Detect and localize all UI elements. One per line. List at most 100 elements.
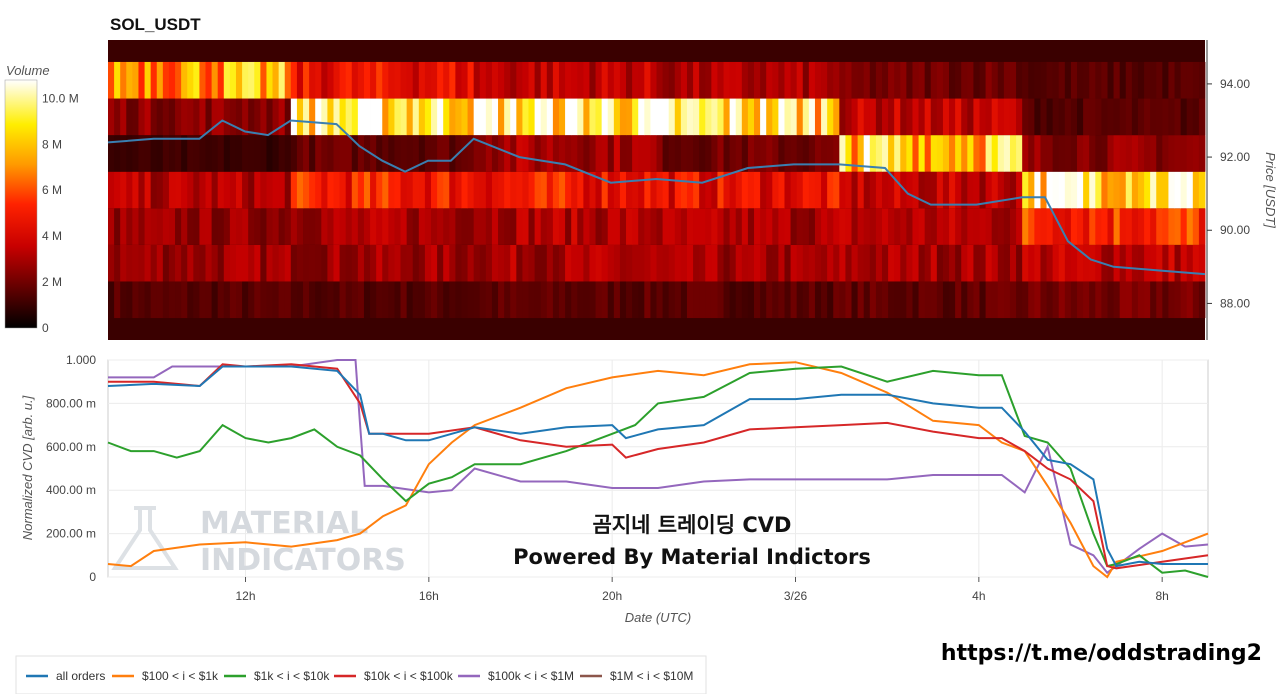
heatmap-cell bbox=[1180, 208, 1188, 245]
heatmap-cell bbox=[516, 135, 523, 172]
heatmap-cell bbox=[1198, 281, 1206, 319]
heatmap-cell bbox=[656, 171, 663, 209]
heatmap-cell bbox=[741, 135, 749, 172]
heatmap-cell bbox=[363, 171, 371, 209]
heatmap-cell bbox=[1022, 244, 1029, 282]
heatmap-cell bbox=[510, 281, 517, 319]
cvd-y-tick-label: 1.000 bbox=[66, 353, 96, 367]
heatmap-cell bbox=[1198, 61, 1206, 99]
heatmap-cell bbox=[144, 61, 152, 99]
heatmap-cell bbox=[229, 171, 237, 209]
heatmap-cell bbox=[296, 208, 304, 245]
heatmap-cell bbox=[900, 281, 907, 319]
heatmap-cell bbox=[242, 208, 249, 245]
heatmap-cell bbox=[126, 208, 133, 245]
heatmap-cell bbox=[193, 135, 200, 172]
heatmap-cell bbox=[1119, 98, 1127, 136]
heatmap-cell bbox=[662, 61, 670, 99]
heatmap-cell bbox=[1125, 135, 1133, 172]
heatmap-cell bbox=[242, 171, 249, 209]
heatmap-cell bbox=[345, 244, 353, 282]
heatmap-cell bbox=[1137, 98, 1145, 136]
heatmap-cell bbox=[1137, 281, 1145, 319]
heatmap-cell bbox=[674, 61, 682, 99]
heatmap-cell bbox=[723, 244, 731, 282]
heatmap-cell bbox=[199, 135, 206, 172]
heatmap-cell bbox=[997, 171, 1005, 209]
heatmap-cell bbox=[589, 281, 596, 319]
heatmap-cell bbox=[1125, 98, 1133, 136]
heatmap-cell bbox=[388, 281, 395, 319]
telegram-link[interactable]: https://t.me/oddstrading2 bbox=[941, 641, 1262, 666]
legend-item-label[interactable]: $100k < i < $1M bbox=[488, 669, 574, 683]
cvd-x-tick-label: 20h bbox=[602, 589, 622, 603]
heatmap-cell bbox=[211, 135, 219, 172]
heatmap-cell bbox=[1180, 244, 1188, 282]
heatmap-cell bbox=[796, 244, 804, 282]
heatmap-cell bbox=[961, 208, 968, 245]
heatmap-cell bbox=[504, 61, 511, 99]
heatmap-cell bbox=[766, 98, 773, 136]
heatmap-cell bbox=[1009, 208, 1017, 245]
heatmap-cell bbox=[382, 281, 389, 319]
heatmap-cell bbox=[766, 135, 773, 172]
heatmap-cell bbox=[595, 61, 603, 99]
heatmap-cell bbox=[949, 61, 956, 99]
heatmap-cell bbox=[162, 244, 170, 282]
heatmap-cell bbox=[1028, 244, 1035, 282]
heatmap-cell bbox=[863, 135, 871, 172]
heatmap-cell bbox=[595, 135, 603, 172]
heatmap-cell bbox=[754, 135, 761, 172]
heatmap-cell bbox=[333, 61, 340, 99]
heatmap-cell bbox=[418, 61, 426, 99]
heatmap-cell bbox=[156, 281, 164, 319]
legend-item-label[interactable]: $100 < i < $1k bbox=[142, 669, 219, 683]
heatmap-cell bbox=[266, 135, 273, 172]
heatmap-cell bbox=[187, 98, 194, 136]
heatmap-cell bbox=[516, 208, 523, 245]
heatmap-cell bbox=[754, 281, 761, 319]
heatmap-cell bbox=[1113, 171, 1121, 209]
legend-item-label[interactable]: $10k < i < $100k bbox=[364, 669, 454, 683]
cvd-y-tick-label: 600.00 m bbox=[46, 440, 96, 454]
heatmap-cell bbox=[1070, 171, 1078, 209]
heatmap-cell bbox=[705, 244, 712, 282]
heatmap-cell bbox=[162, 171, 170, 209]
heatmap-cell bbox=[303, 98, 310, 136]
legend-item-label[interactable]: $1k < i < $10k bbox=[254, 669, 330, 683]
heatmap-cell bbox=[211, 208, 219, 245]
heatmap-cell bbox=[540, 135, 548, 172]
colorbar-tick-label: 2 M bbox=[42, 275, 62, 289]
heatmap-cell bbox=[1107, 244, 1114, 282]
heatmap-cell bbox=[565, 61, 572, 99]
heatmap-cell bbox=[528, 61, 536, 99]
heatmap-cell bbox=[985, 98, 993, 136]
heatmap-cell bbox=[650, 281, 657, 319]
heatmap-cell bbox=[248, 244, 255, 282]
heatmap-cell bbox=[881, 61, 889, 99]
legend-item-label[interactable]: all orders bbox=[56, 669, 105, 683]
heatmap-cell bbox=[1003, 281, 1011, 319]
heatmap-cell bbox=[437, 135, 444, 172]
heatmap-cell bbox=[1052, 61, 1060, 99]
heatmap-cell bbox=[181, 281, 188, 319]
heatmap-cell bbox=[930, 244, 938, 282]
heatmap-cell bbox=[120, 171, 127, 209]
legend-item-label[interactable]: $1M < i < $10M bbox=[610, 669, 693, 683]
heatmap-cell bbox=[546, 244, 554, 282]
heatmap-cell bbox=[577, 61, 584, 99]
heatmap-cell bbox=[1180, 135, 1188, 172]
heatmap-cell bbox=[778, 61, 785, 99]
heatmap-cell bbox=[138, 98, 145, 136]
colorbar-tick-label: 0 bbox=[42, 321, 49, 335]
heatmap-cell bbox=[132, 171, 139, 209]
heatmap-cell bbox=[985, 135, 993, 172]
heatmap-cell bbox=[229, 281, 237, 319]
heatmap-cell bbox=[912, 171, 919, 209]
heatmap-cell bbox=[863, 98, 871, 136]
heatmap-cell bbox=[571, 208, 578, 245]
heatmap-cell bbox=[510, 208, 517, 245]
heatmap-cell bbox=[881, 98, 889, 136]
heatmap-cell bbox=[924, 208, 932, 245]
heatmap-cell bbox=[668, 171, 676, 209]
